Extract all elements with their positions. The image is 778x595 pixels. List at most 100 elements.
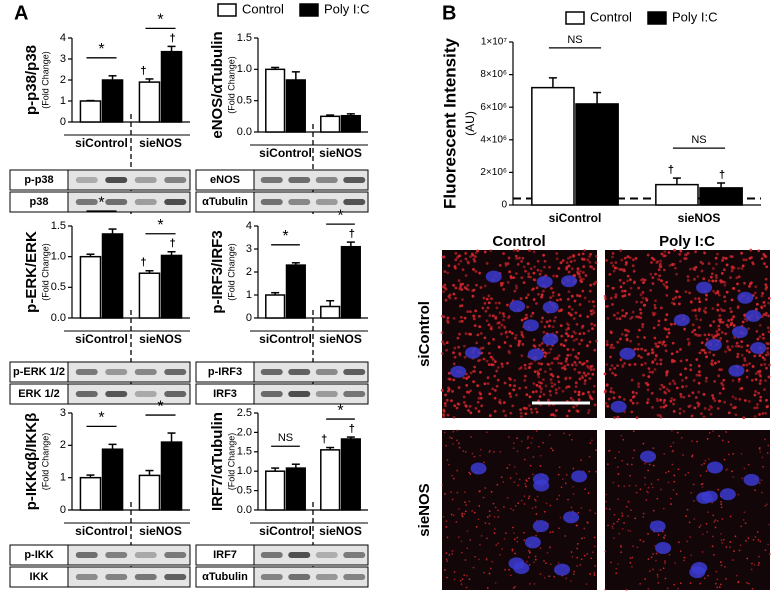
red-stain: [621, 314, 625, 318]
error-bar: [672, 177, 681, 185]
red-stain: [504, 568, 507, 571]
red-stain: [548, 319, 552, 323]
red-stain: [659, 362, 663, 366]
red-stain: [567, 409, 571, 413]
red-stain: [655, 397, 659, 401]
nucleus: [610, 400, 627, 413]
significance-marker: †: [349, 423, 355, 435]
red-stain: [570, 506, 573, 509]
red-stain: [573, 299, 577, 303]
red-stain: [497, 301, 501, 305]
red-stain: [690, 414, 694, 418]
red-stain: [720, 583, 722, 586]
red-stain: [766, 405, 770, 408]
red-stain: [656, 576, 659, 578]
red-stain: [702, 415, 706, 419]
red-stain: [666, 587, 669, 590]
red-stain: [532, 473, 534, 476]
red-stain: [651, 370, 654, 374]
red-stain: [675, 493, 678, 495]
blot-band: [105, 391, 128, 397]
red-stain: [572, 485, 574, 488]
red-stain: [531, 507, 534, 510]
red-stain: [447, 377, 451, 381]
y-tick-label: 6×10⁶: [480, 102, 507, 113]
red-stain: [590, 322, 594, 326]
blot-band: [315, 199, 338, 205]
red-stain: [604, 401, 608, 405]
red-stain: [615, 572, 618, 575]
red-stain: [565, 414, 569, 418]
red-stain: [511, 404, 515, 408]
red-stain: [698, 370, 702, 374]
red-stain: [451, 389, 454, 393]
red-stain: [691, 440, 693, 443]
red-stain: [612, 269, 616, 273]
red-stain: [450, 513, 453, 516]
red-stain: [743, 356, 747, 360]
red-stain: [658, 264, 662, 268]
red-stain: [464, 251, 468, 255]
red-stain: [480, 534, 483, 537]
red-stain: [501, 548, 504, 550]
red-stain: [647, 491, 649, 494]
red-stain: [528, 395, 532, 399]
red-stain: [753, 415, 757, 418]
red-stain: [672, 489, 675, 491]
red-stain: [664, 349, 668, 353]
red-stain: [653, 336, 657, 340]
red-stain: [534, 407, 538, 411]
red-stain: [723, 283, 727, 287]
red-stain: [667, 481, 670, 484]
red-stain: [487, 323, 491, 327]
red-stain: [629, 561, 632, 564]
red-stain: [620, 545, 622, 548]
red-stain: [586, 521, 589, 524]
red-stain: [641, 323, 645, 326]
red-stain: [722, 268, 726, 272]
red-stain: [757, 391, 761, 395]
red-stain: [444, 298, 448, 302]
y-tick-label: 2.5: [237, 407, 252, 419]
red-stain: [737, 377, 741, 381]
red-stain: [589, 365, 593, 368]
red-stain: [700, 269, 704, 273]
red-stain: [693, 406, 697, 410]
red-stain: [734, 535, 737, 538]
red-stain: [475, 283, 478, 287]
red-stain: [705, 355, 708, 359]
bar: [101, 233, 124, 319]
red-stain: [525, 313, 528, 317]
red-stain: [582, 257, 586, 261]
nucleus: [743, 473, 760, 486]
red-stain: [707, 408, 711, 412]
red-stain: [453, 264, 457, 268]
red-stain: [649, 288, 653, 292]
red-stain: [550, 361, 554, 365]
red-stain: [725, 290, 729, 294]
red-stain: [525, 560, 528, 563]
red-stain: [582, 371, 586, 375]
blot-band: [315, 552, 338, 558]
error-bar: [346, 113, 355, 116]
red-stain: [486, 382, 490, 385]
red-stain: [710, 333, 714, 337]
red-stain: [716, 252, 719, 256]
error-bar: [86, 474, 95, 478]
red-stain: [613, 266, 617, 270]
red-stain: [677, 468, 680, 471]
red-stain: [732, 324, 736, 327]
red-stain: [686, 279, 690, 282]
red-stain: [512, 276, 516, 280]
red-stain: [445, 348, 448, 352]
y-tick-label: 0.5: [237, 485, 252, 497]
red-stain: [666, 370, 669, 373]
red-stain: [569, 580, 572, 583]
red-stain: [707, 511, 710, 514]
red-stain: [758, 413, 761, 416]
red-stain: [739, 544, 742, 547]
red-stain: [483, 461, 485, 464]
red-stain: [698, 300, 702, 304]
red-stain: [474, 270, 478, 273]
red-stain: [682, 454, 684, 456]
